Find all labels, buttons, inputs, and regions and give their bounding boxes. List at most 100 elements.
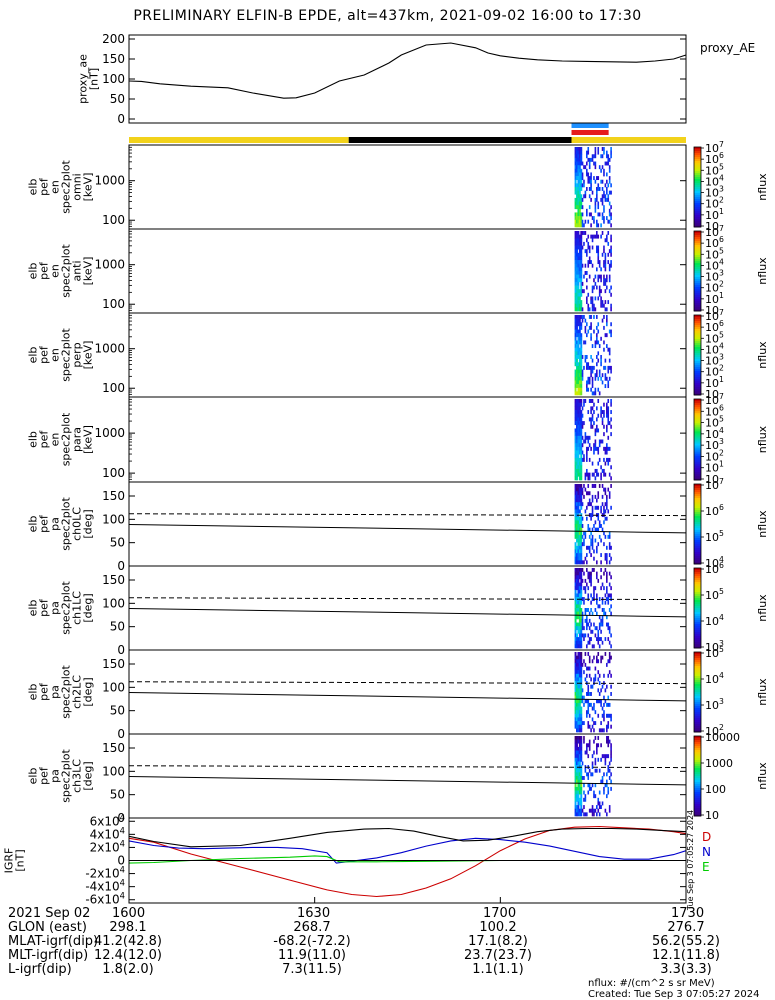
colorbar-cell <box>694 738 701 741</box>
spectrogram-cell <box>603 340 605 345</box>
spectrogram-cell <box>574 457 577 462</box>
spectrogram-cell <box>588 435 591 440</box>
spectrogram-cell <box>574 578 577 583</box>
spectrogram-cell <box>584 797 587 802</box>
spectrogram-cell <box>596 505 598 510</box>
colorbar-cell <box>694 475 701 479</box>
spectrogram-cell <box>580 391 583 396</box>
spectrogram-ch0LC <box>574 484 612 565</box>
spectrogram-cell <box>584 219 587 224</box>
spectrogram-cell <box>581 318 584 323</box>
spectrogram-cell <box>610 556 612 561</box>
spectrogram-cell <box>576 201 578 206</box>
spectrogram-cell <box>610 545 612 550</box>
spectrogram-cell <box>591 369 594 374</box>
spectrogram-cell <box>610 183 612 188</box>
spectrogram-cell <box>578 706 581 711</box>
spectrogram-cell <box>597 505 600 510</box>
spectrogram-cell <box>576 150 578 155</box>
spectrogram-cell <box>601 165 604 170</box>
colorbar-cell <box>694 205 701 208</box>
spectrogram-cell <box>580 234 583 239</box>
colorbar-cell <box>694 241 701 244</box>
colorbar-cell <box>694 604 701 607</box>
colorbar-cell <box>694 453 701 457</box>
spectrogram-cell <box>574 205 577 210</box>
spectrogram-cell <box>574 318 577 323</box>
spectrogram-cell <box>574 721 577 726</box>
spectrogram-cell <box>577 534 580 539</box>
spectrogram-cell <box>610 746 612 751</box>
spectrogram-cell <box>574 190 577 195</box>
panel-ylabel: IGRF[nT] <box>3 848 27 874</box>
ephemeris-row-mlt: MLT-igrf(dip) 12.4(12.0) 11.9(11.0) 23.7… <box>0 949 775 963</box>
spectrogram-cell <box>606 812 608 817</box>
spectrogram-cell <box>578 717 581 722</box>
spectrogram-cell <box>591 644 594 649</box>
spectrogram-cell <box>580 542 583 547</box>
spectrogram-cell <box>580 724 583 729</box>
spectrogram-cell <box>587 586 590 591</box>
colorbar-cell <box>694 455 701 459</box>
spectrogram-cell <box>588 179 591 184</box>
spectrogram-cell <box>601 754 604 759</box>
spectrogram-cell <box>574 604 577 609</box>
spectrogram-cell <box>580 303 583 308</box>
spectrogram-cell <box>578 542 581 547</box>
spectrogram-cell <box>576 608 578 612</box>
spectrogram-cell <box>576 183 578 188</box>
spectrogram-cell <box>606 724 608 729</box>
spectrogram-cell <box>603 446 605 451</box>
spectrogram-cell <box>607 231 610 235</box>
spectrogram-cell <box>588 713 591 718</box>
axis-label-line: proxy_ae <box>77 54 90 104</box>
y-tick-label: 150 <box>102 741 125 755</box>
spectrogram-cell <box>590 336 592 341</box>
spectrogram-cell <box>578 267 581 272</box>
spectrogram-cell <box>604 256 607 261</box>
spectrogram-cell <box>596 593 598 598</box>
spectrogram-cell <box>598 439 601 444</box>
spectrogram-cell <box>606 794 608 799</box>
spectrogram-cell <box>584 633 587 638</box>
spectrogram-cell <box>594 783 597 788</box>
spectrogram-cell <box>574 289 577 294</box>
spectrogram-cell <box>588 768 591 773</box>
colorbar-cell <box>694 383 701 386</box>
spectrogram-cell <box>580 688 583 693</box>
spectrogram-cell <box>594 154 597 159</box>
spectrogram-cell <box>587 307 590 312</box>
spectrogram-cell <box>586 278 588 283</box>
spectrogram-cell <box>608 376 611 381</box>
spectrogram-cell <box>583 274 585 279</box>
spectrogram-cell <box>578 556 581 561</box>
colorbar-cell <box>694 405 701 408</box>
spectrogram-cell <box>591 597 594 602</box>
spectrogram-cell <box>586 545 588 550</box>
ephemeris-cell: 276.7 <box>667 920 705 935</box>
spectrogram-cell <box>604 267 607 272</box>
spectrogram-cell <box>607 194 610 199</box>
spectrogram-cell <box>600 376 602 381</box>
spectrogram-cell <box>597 376 600 381</box>
spectrogram-cell <box>581 172 584 177</box>
spectrogram-cell <box>576 443 578 448</box>
colorbar-cell <box>694 333 701 336</box>
spectrogram-cell <box>578 432 581 437</box>
spectrogram-cell <box>580 252 583 257</box>
spectrogram-cell <box>610 252 612 257</box>
spectrogram-cell <box>608 640 611 645</box>
spectrogram-cell <box>576 147 578 151</box>
spectrogram-cell <box>578 812 581 817</box>
spectrogram-cell <box>576 391 578 396</box>
orbit-bar-segment <box>348 137 572 143</box>
spectrogram-cell <box>580 582 583 587</box>
spectrogram-cell <box>594 387 597 392</box>
spectrogram-cell <box>594 468 597 473</box>
spectrogram-cell <box>576 531 578 536</box>
spectrogram-cell <box>580 783 583 788</box>
spectrogram-cell <box>596 285 598 290</box>
ephemeris-cell: 1.8(2.0) <box>102 962 154 977</box>
spectrogram-cell <box>586 560 588 565</box>
